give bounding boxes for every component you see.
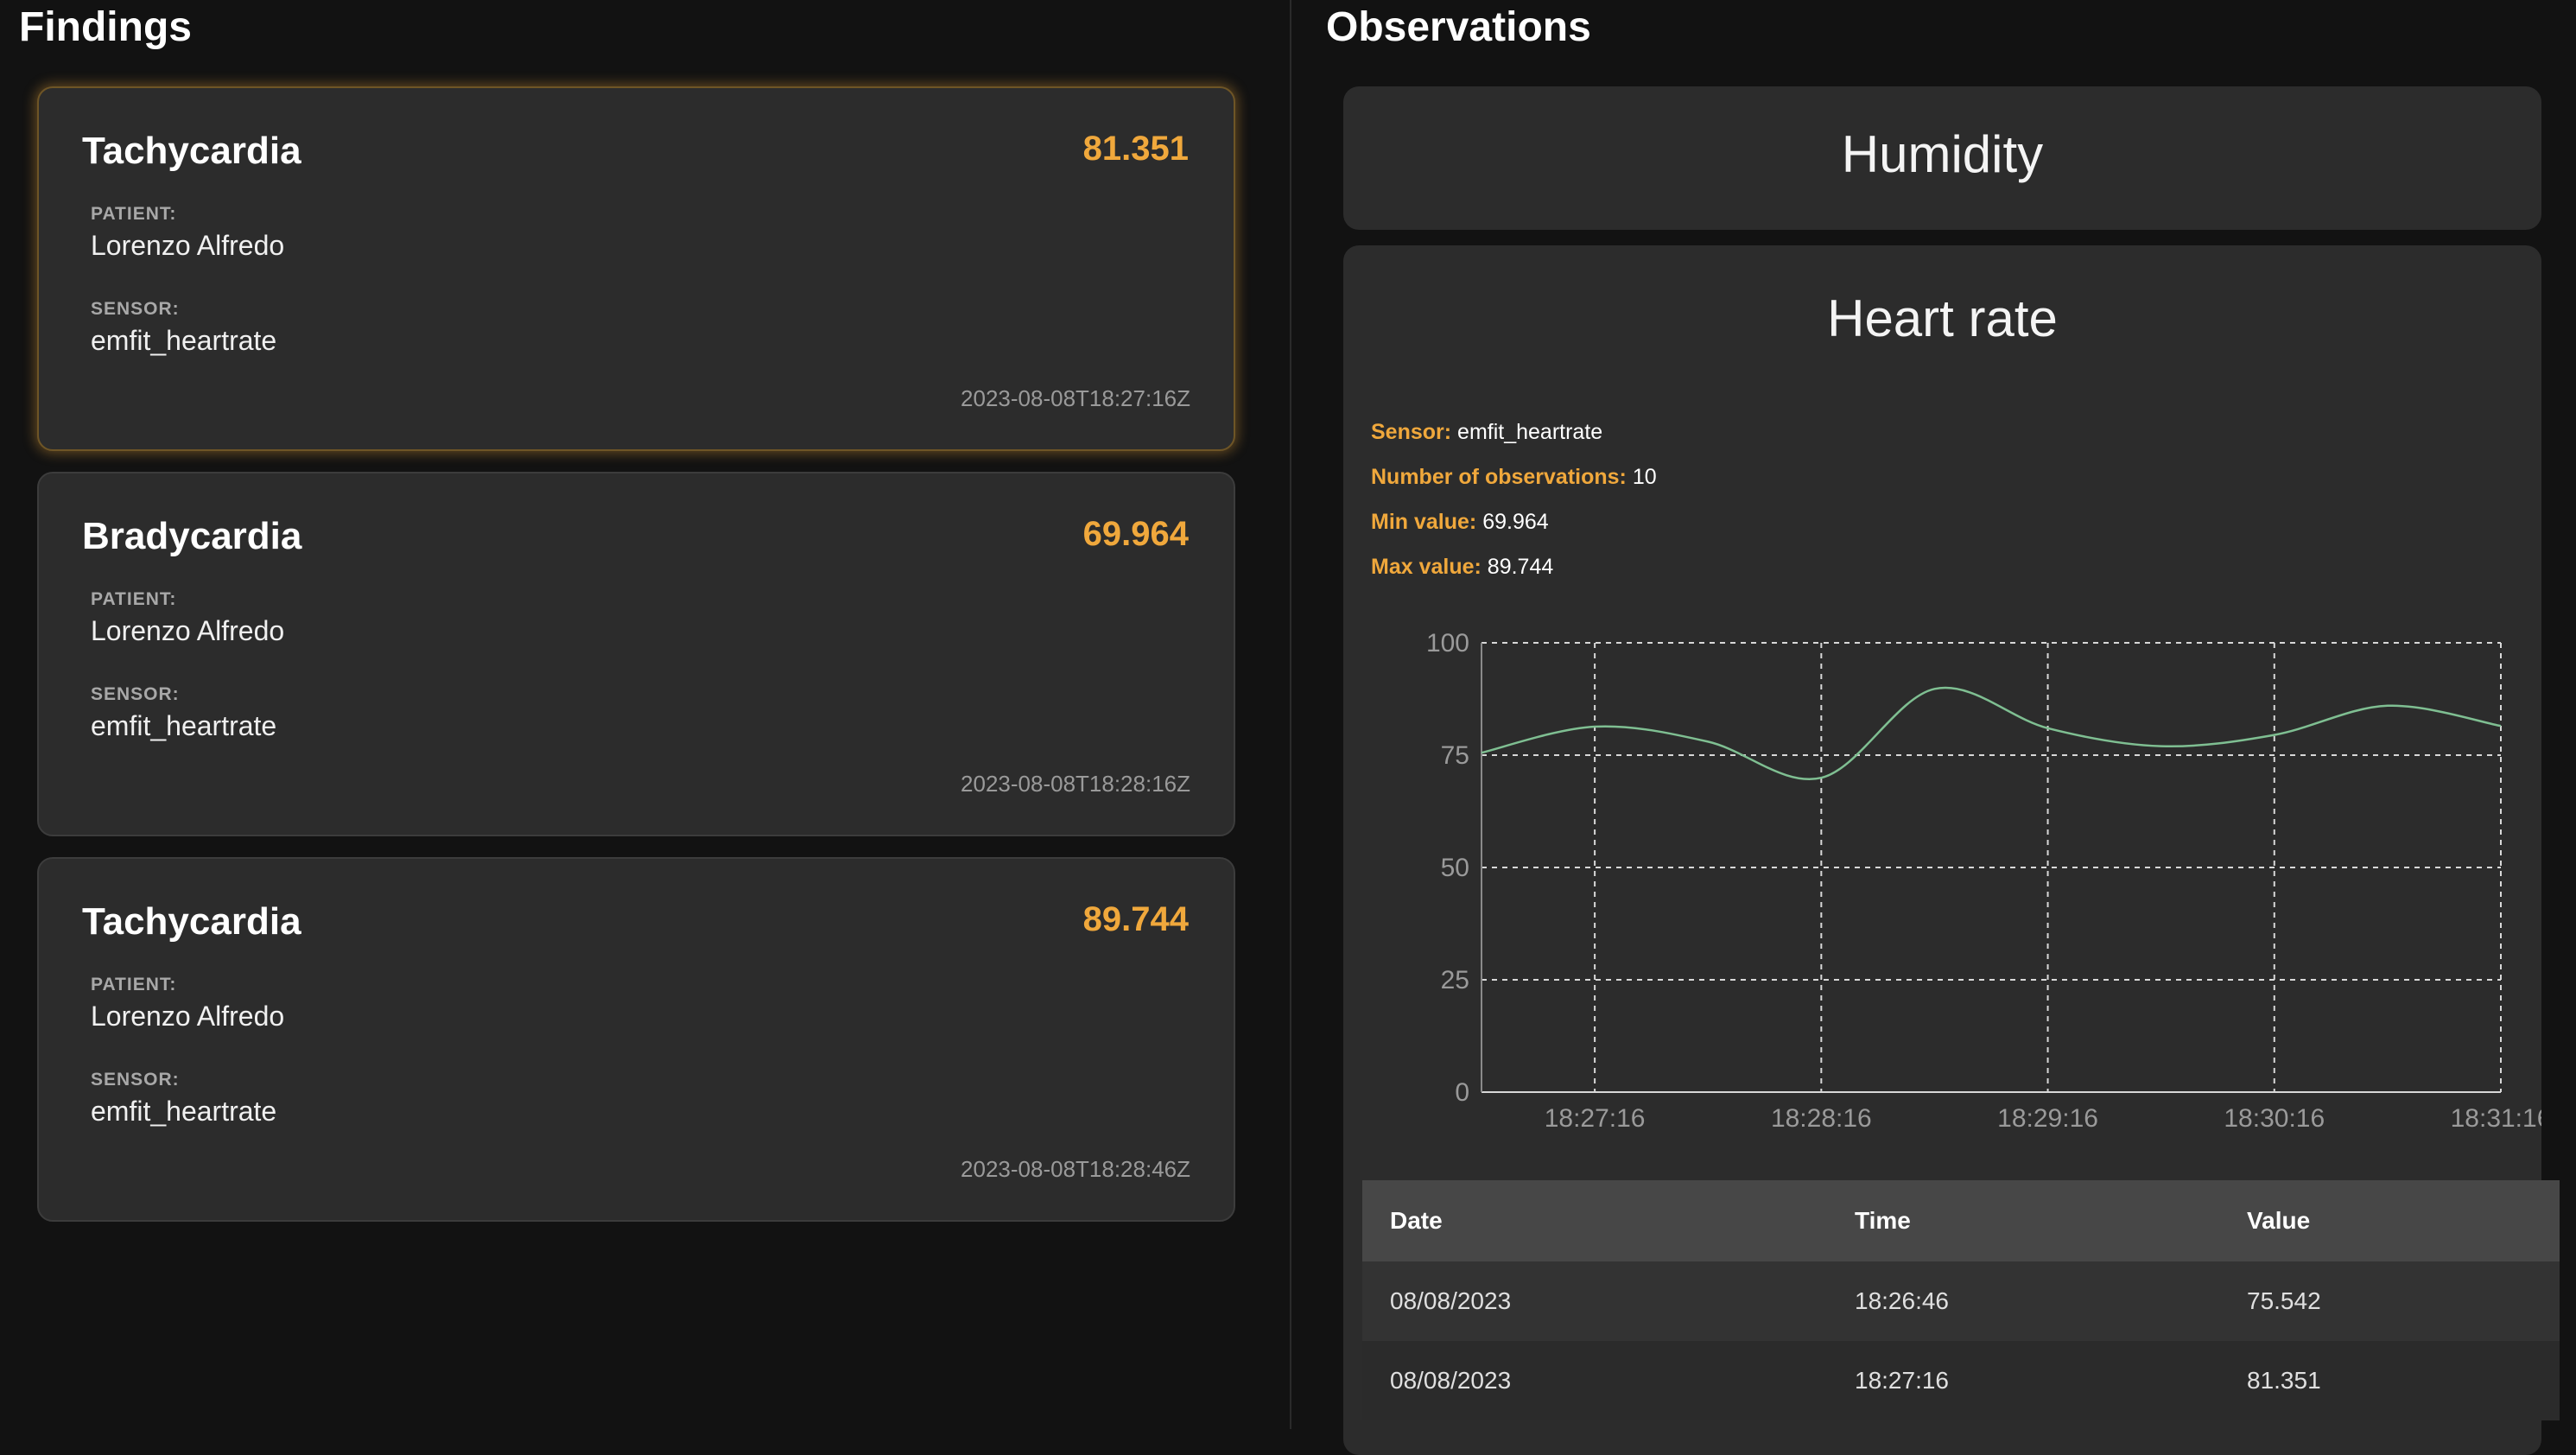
chart-y-tick-label: 75 (1441, 741, 1469, 770)
sensor-name: emfit_heartrate (91, 325, 277, 356)
cell-date: 08/08/2023 (1362, 1261, 1827, 1341)
column-header-time: Time (1827, 1180, 2219, 1261)
heart-rate-panel: Heart rate Sensor: emfit_heartrate Numbe… (1343, 245, 2560, 1455)
chart-y-tick-label: 25 (1441, 966, 1469, 994)
humidity-title: Humidity (1841, 125, 2044, 183)
chart-y-tick-label: 50 (1441, 854, 1469, 882)
sensor-label: SENSOR: (91, 1070, 180, 1090)
finding-card[interactable]: Bradycardia 69.964 PATIENT: Lorenzo Alfr… (37, 472, 1235, 836)
finding-value: 81.351 (1082, 130, 1189, 168)
stat-sensor-label: Sensor: (1371, 420, 1452, 444)
stat-min: Min value: 69.964 (1371, 499, 1657, 544)
chart-y-tick-label: 0 (1455, 1078, 1469, 1107)
patient-name: Lorenzo Alfredo (91, 615, 285, 646)
stat-count: Number of observations: 10 (1371, 454, 1657, 499)
heart-rate-stats: Sensor: emfit_heartrate Number of observ… (1371, 410, 1657, 589)
stat-sensor: Sensor: emfit_heartrate (1371, 410, 1657, 454)
patient-name: Lorenzo Alfredo (91, 1001, 285, 1032)
patient-name: Lorenzo Alfredo (91, 230, 285, 261)
stat-count-label: Number of observations: (1371, 465, 1627, 489)
finding-timestamp: 2023-08-08T18:28:46Z (961, 1156, 1190, 1182)
patient-label: PATIENT: (91, 204, 177, 224)
finding-card[interactable]: Tachycardia 81.351 PATIENT: Lorenzo Alfr… (37, 86, 1235, 451)
cell-value: 75.542 (2219, 1261, 2560, 1341)
table-header-row: Date Time Value (1362, 1180, 2560, 1261)
heart-rate-series-line (1481, 686, 2502, 780)
stat-max-value: 89.744 (1487, 555, 1554, 579)
observations-pane: Observations Humidity Heart rate Sensor:… (1291, 0, 2576, 1455)
sensor-label: SENSOR: (91, 299, 180, 319)
chart-x-tick-label: 18:31:16 (2451, 1104, 2541, 1133)
sensor-name: emfit_heartrate (91, 710, 277, 741)
finding-timestamp: 2023-08-08T18:28:16Z (961, 771, 1190, 797)
sensor-label: SENSOR: (91, 684, 180, 704)
cell-time: 18:27:16 (1827, 1341, 2219, 1420)
findings-pane: Findings Tachycardia 81.351 PATIENT: Lor… (0, 0, 1291, 1429)
stat-max-label: Max value: (1371, 555, 1482, 579)
table-row: 08/08/2023 18:26:46 75.542 (1362, 1261, 2560, 1341)
finding-timestamp: 2023-08-08T18:27:16Z (961, 385, 1190, 411)
table-row: 08/08/2023 18:27:16 81.351 (1362, 1341, 2560, 1420)
stat-max: Max value: 89.744 (1371, 544, 1657, 589)
patient-label: PATIENT: (91, 589, 177, 609)
cell-value: 81.351 (2219, 1341, 2560, 1420)
chart-y-tick-label: 100 (1426, 629, 1469, 658)
finding-title: Tachycardia (82, 130, 301, 172)
stat-sensor-value: emfit_heartrate (1457, 420, 1603, 444)
findings-title: Findings (19, 4, 192, 50)
chart-x-tick-label: 18:30:16 (2224, 1104, 2325, 1133)
cell-time: 18:26:46 (1827, 1261, 2219, 1341)
finding-title: Tachycardia (82, 900, 301, 943)
observations-title: Observations (1326, 4, 1591, 50)
finding-card[interactable]: Tachycardia 89.744 PATIENT: Lorenzo Alfr… (37, 857, 1235, 1222)
chart-x-tick-label: 18:29:16 (1997, 1104, 2098, 1133)
patient-label: PATIENT: (91, 975, 177, 994)
stat-min-label: Min value: (1371, 510, 1477, 534)
stat-count-value: 10 (1632, 465, 1657, 489)
finding-value: 89.744 (1082, 900, 1189, 938)
chart-x-tick-label: 18:27:16 (1545, 1104, 1646, 1133)
cell-date: 08/08/2023 (1362, 1341, 1827, 1420)
observations-table: Date Time Value 08/08/2023 18:26:46 75.5… (1362, 1180, 2560, 1420)
heart-rate-title: Heart rate (1827, 289, 2058, 347)
column-header-date: Date (1362, 1180, 1827, 1261)
heart-rate-chart: 0 25 50 75 100 18:27:16 18:28:16 18:29:16 18:30:… (1426, 629, 2541, 1133)
column-header-value: Value (2219, 1180, 2560, 1261)
finding-title: Bradycardia (82, 515, 302, 557)
chart-x-tick-label: 18:28:16 (1771, 1104, 1872, 1133)
finding-value: 69.964 (1082, 515, 1189, 553)
humidity-panel[interactable]: Humidity (1343, 86, 2541, 230)
stat-min-value: 69.964 (1482, 510, 1549, 534)
sensor-name: emfit_heartrate (91, 1096, 277, 1127)
